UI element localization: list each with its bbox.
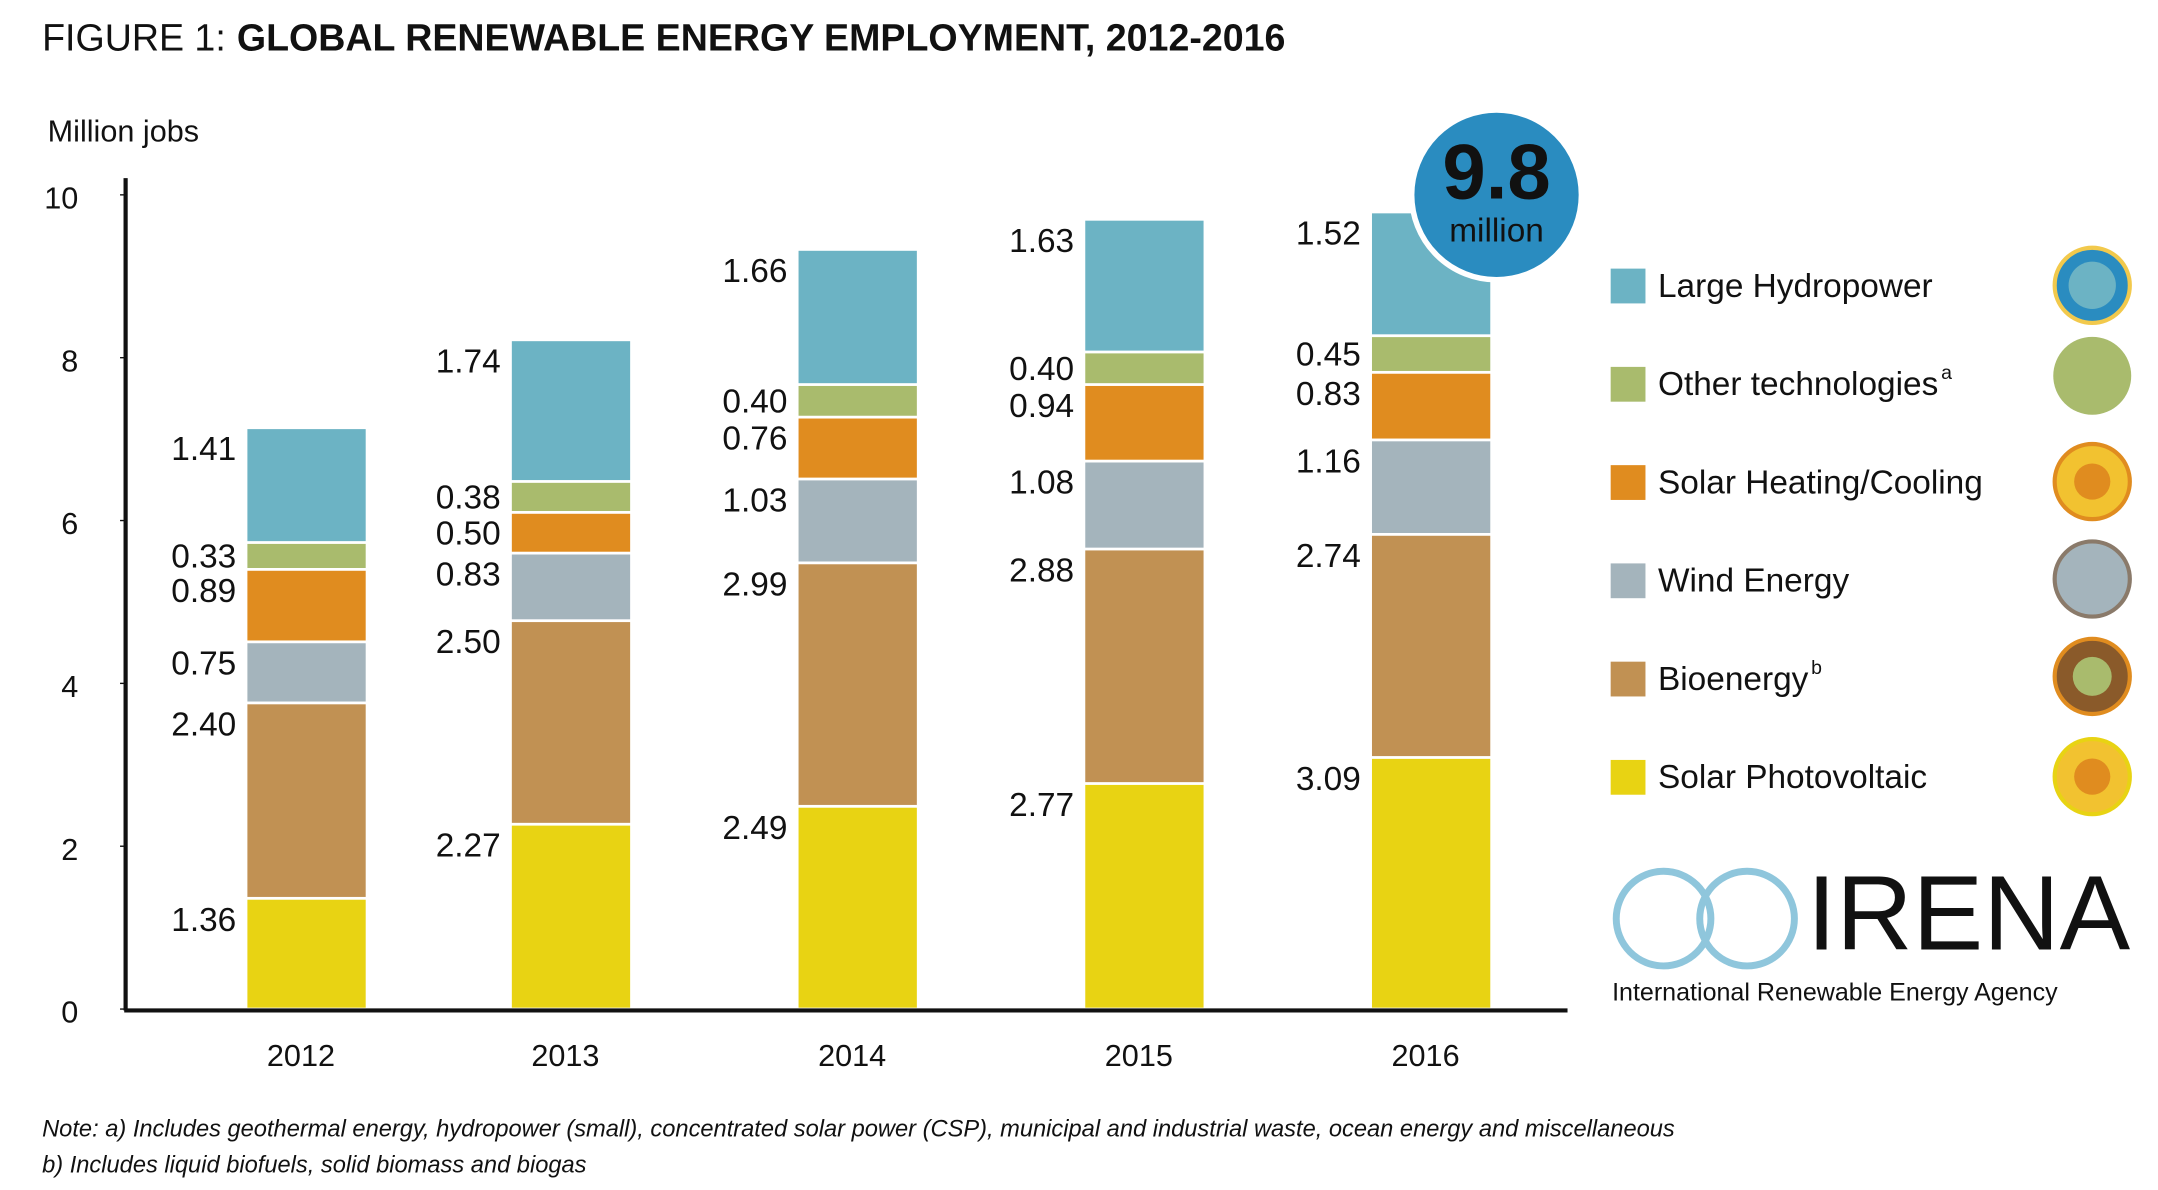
bar-segment — [511, 513, 631, 552]
legend-swatch — [1610, 759, 1646, 795]
badge-unit: million — [1449, 212, 1544, 249]
x-tick-label: 2014 — [818, 1039, 886, 1073]
value-label: 2.50 — [436, 624, 501, 661]
bar-segment — [1085, 462, 1204, 548]
legend-icons — [2052, 245, 2132, 817]
legend-swatch — [1610, 366, 1646, 402]
legend-footnote: b — [1811, 657, 1822, 679]
bar-segment — [1371, 441, 1491, 533]
legend-footnote: a — [1941, 362, 1952, 384]
bar-segment — [247, 704, 366, 897]
badge-value: 9.8 — [1442, 128, 1550, 216]
value-label: 0.33 — [171, 539, 236, 576]
bar-segment — [1085, 385, 1204, 460]
value-label: 2.77 — [1009, 787, 1074, 824]
x-tick-label: 2015 — [1105, 1039, 1173, 1073]
value-label: 1.03 — [722, 483, 787, 520]
logo-name: IRENA — [1807, 854, 2131, 972]
chart-title: GLOBAL RENEWABLE ENERGY EMPLOYMENT, 2012… — [237, 16, 1286, 58]
value-label: 0.83 — [1296, 376, 1361, 413]
bar-segment — [511, 341, 631, 481]
bar-segment — [798, 418, 917, 478]
bar-segment — [798, 480, 917, 562]
bar-segment — [511, 482, 631, 512]
value-label: 1.36 — [171, 902, 236, 939]
bar-segment — [511, 825, 631, 1008]
legend-swatch — [1610, 661, 1646, 697]
value-label: 0.94 — [1009, 388, 1074, 425]
legend-label: Bioenergy — [1658, 661, 1809, 698]
x-tick-label: 2012 — [267, 1039, 335, 1073]
value-label: 2.40 — [171, 706, 236, 743]
bar-segment — [798, 564, 917, 805]
y-tick-label: 0 — [61, 996, 78, 1030]
value-label: 0.38 — [436, 480, 501, 517]
legend-label: Other technologies — [1658, 366, 1938, 403]
bar-segment — [798, 807, 917, 1008]
bar-segment — [247, 543, 366, 568]
y-axis-label: Million jobs — [48, 115, 199, 149]
value-label: 0.75 — [171, 645, 236, 682]
bar-segment — [1085, 784, 1204, 1008]
legend-swatch — [1610, 465, 1646, 500]
logo-subtitle: International Renewable Energy Agency — [1612, 978, 2058, 1006]
y-tick-label: 2 — [61, 833, 78, 867]
value-label: 0.89 — [171, 573, 236, 610]
value-label: 1.63 — [1009, 223, 1074, 260]
bar-segment — [1371, 758, 1491, 1008]
value-label: 1.41 — [171, 431, 236, 468]
value-label: 0.40 — [1009, 351, 1074, 388]
value-label: 2.27 — [436, 828, 501, 865]
bar-segment — [511, 554, 631, 620]
bar-segment — [1371, 535, 1491, 757]
y-tick-label: 10 — [44, 182, 78, 216]
value-label: 0.50 — [436, 515, 501, 552]
value-label: 2.74 — [1296, 538, 1361, 575]
badge-circle — [1408, 107, 1585, 283]
bar-segment — [247, 899, 366, 1008]
bar-segment — [511, 622, 631, 823]
legend-swatch — [1610, 563, 1646, 599]
value-label: 2.99 — [722, 566, 787, 603]
bar-segment — [1371, 373, 1491, 439]
bar-segment — [247, 643, 366, 702]
legend-swatch — [1610, 268, 1646, 304]
bar-segment — [798, 385, 917, 416]
legend-label: Large Hydropower — [1658, 268, 1933, 305]
title-label: FIGURE 1: — [42, 16, 226, 58]
value-label: 0.40 — [722, 383, 787, 420]
y-tick-label: 4 — [61, 670, 78, 704]
value-label: 1.16 — [1296, 443, 1361, 480]
y-tick-label: 8 — [61, 344, 78, 378]
value-label: 0.45 — [1296, 337, 1361, 374]
value-label: 3.09 — [1296, 761, 1361, 798]
value-label: 2.88 — [1009, 553, 1074, 590]
bar-segment — [1371, 337, 1491, 371]
value-label: 1.08 — [1009, 465, 1074, 502]
logo — [1612, 867, 1798, 970]
legend-label: Solar Heating/Cooling — [1658, 464, 1983, 501]
legend-label: Solar Photovoltaic — [1658, 759, 1927, 796]
y-tick-label: 6 — [61, 507, 78, 541]
legend-label: Wind Energy — [1658, 563, 1849, 600]
value-label: 1.74 — [436, 343, 501, 380]
bar-segment — [247, 429, 366, 542]
bar-segment — [247, 570, 366, 641]
x-tick-label: 2013 — [531, 1039, 599, 1073]
value-label: 1.52 — [1296, 215, 1361, 252]
bar-segment — [1085, 220, 1204, 351]
value-label: 2.49 — [722, 810, 787, 847]
value-label: 0.83 — [436, 557, 501, 594]
x-tick-label: 2016 — [1392, 1039, 1460, 1073]
value-label: 0.76 — [722, 421, 787, 458]
note: Note: a) Includes geothermal energy, hyd… — [42, 1116, 1675, 1142]
bar-segment — [798, 250, 917, 384]
note: b) Includes liquid biofuels, solid bioma… — [42, 1153, 587, 1179]
bar-segment — [1085, 353, 1204, 384]
bar-segment — [1085, 550, 1204, 783]
value-label: 1.66 — [722, 253, 787, 290]
